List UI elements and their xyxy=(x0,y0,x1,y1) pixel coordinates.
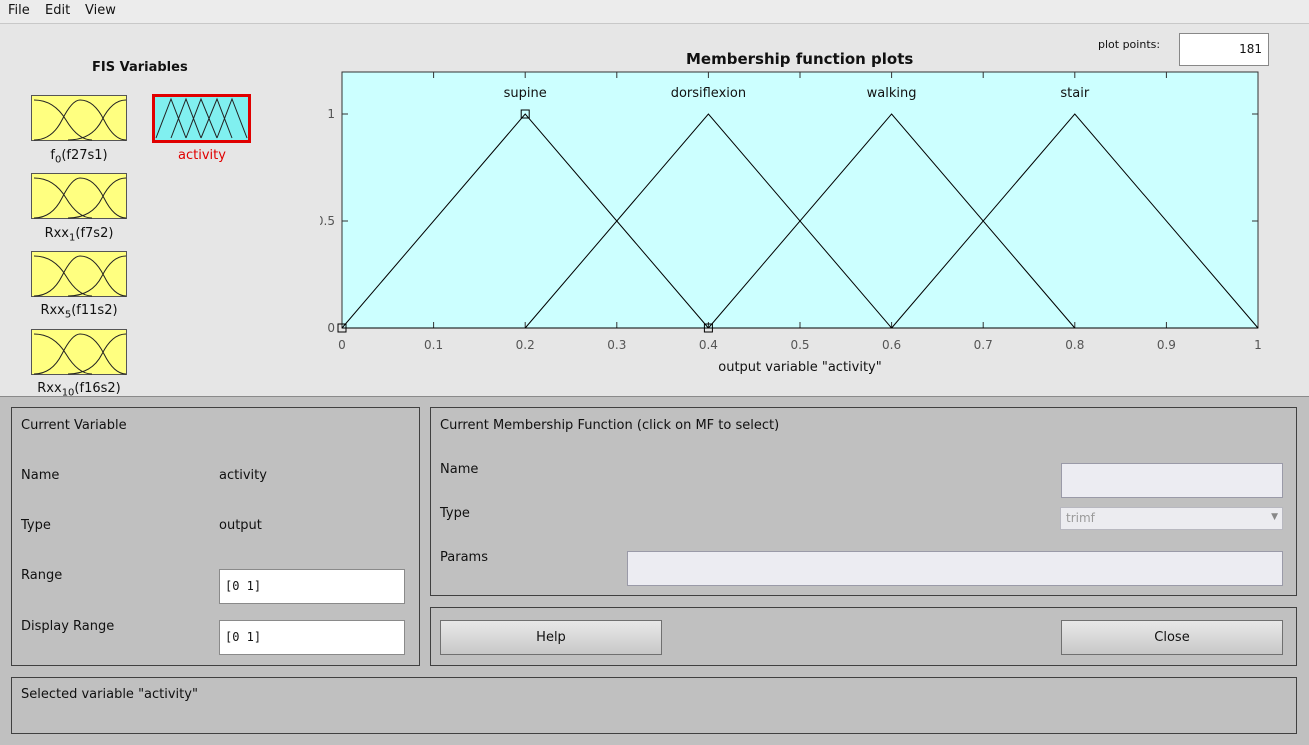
x-tick-label: 0.9 xyxy=(1157,338,1176,352)
display-range-label: Display Range xyxy=(21,619,115,634)
chevron-down-icon: ▼ xyxy=(1271,512,1278,522)
mf-label-walking[interactable]: walking xyxy=(867,86,917,101)
close-button[interactable]: Close xyxy=(1061,620,1283,655)
mf-line-supine[interactable] xyxy=(341,113,709,329)
x-tick-label: 0.8 xyxy=(1065,338,1084,352)
input-variable-label-rxx5: Rxx5(f11s2) xyxy=(40,303,118,321)
mf-type-value: trimf xyxy=(1066,511,1095,525)
menu-bar: File Edit View xyxy=(0,0,1309,24)
x-tick-label: 0.4 xyxy=(699,338,718,352)
x-tick-label: 0.5 xyxy=(790,338,809,352)
menu-file[interactable]: File xyxy=(8,3,30,18)
range-input[interactable]: [0 1] xyxy=(219,569,405,604)
help-button[interactable]: Help xyxy=(440,620,662,655)
display-range-input[interactable]: [0 1] xyxy=(219,620,405,655)
y-tick-label: 0.5 xyxy=(320,214,335,228)
x-axis-label: output variable "activity" xyxy=(718,360,881,375)
plot-points-input[interactable]: 181 xyxy=(1179,33,1269,66)
membership-function-plot[interactable]: 0 0.1 0.2 0.3 0.4 0.5 0.6 0.7 0.8 0.9 1 0 0.5 1 supine… xyxy=(320,60,1280,385)
variable-name-value: activity xyxy=(219,468,267,483)
plot-area xyxy=(341,71,1259,329)
output-variable-activity[interactable] xyxy=(152,94,251,143)
y-tick-label: 0 xyxy=(327,321,335,335)
chart-title: Membership function plots xyxy=(686,50,914,68)
mf-thumbnail-icon xyxy=(33,333,127,375)
mf-thumbnail-icon xyxy=(155,97,248,139)
menu-edit[interactable]: Edit xyxy=(45,3,71,18)
mf-thumbnail-icon xyxy=(33,177,127,219)
x-tick-label: 1 xyxy=(1254,338,1262,352)
plot-points-label: plot points: xyxy=(1098,38,1161,51)
mf-label-dorsiflexion[interactable]: dorsiflexion xyxy=(671,86,746,101)
mf-line-dorsiflexion[interactable] xyxy=(524,113,892,329)
mf-type-dropdown[interactable]: trimf ▼ xyxy=(1060,507,1283,530)
mf-params-input[interactable] xyxy=(627,551,1283,586)
mf-name-input[interactable] xyxy=(1061,463,1283,498)
mf-type-label: Type xyxy=(440,506,470,521)
variable-name-label: Name xyxy=(21,468,60,483)
mf-name-label: Name xyxy=(440,462,479,477)
variable-type-label: Type xyxy=(21,518,51,533)
current-variable-title: Current Variable xyxy=(21,418,127,433)
mf-params-label: Params xyxy=(440,550,488,565)
mf-vertex-marker[interactable] xyxy=(337,323,347,333)
status-panel xyxy=(11,677,1297,734)
status-text: Selected variable "activity" xyxy=(21,687,198,702)
menu-view[interactable]: View xyxy=(85,3,116,18)
mf-label-stair[interactable]: stair xyxy=(1060,86,1089,101)
fis-variables-title: FIS Variables xyxy=(92,60,188,75)
mf-line-stair[interactable] xyxy=(891,113,1259,329)
input-variable-rxx5[interactable] xyxy=(31,251,127,297)
input-variable-rxx10[interactable] xyxy=(31,329,127,375)
y-tick-label: 1 xyxy=(327,107,335,121)
input-variable-label-f0: f0(f27s1) xyxy=(50,148,108,166)
range-label: Range xyxy=(21,568,63,583)
x-tick-label: 0.3 xyxy=(607,338,626,352)
output-variable-label-activity: activity xyxy=(178,148,226,163)
input-variable-f0[interactable] xyxy=(31,95,127,141)
mf-line-walking[interactable] xyxy=(708,113,1076,329)
x-tick-label: 0.7 xyxy=(974,338,993,352)
x-tick-label: 0 xyxy=(338,338,346,352)
x-tick-label: 0.6 xyxy=(882,338,901,352)
mf-thumbnail-icon xyxy=(33,255,127,297)
input-variable-label-rxx10: Rxx10(f16s2) xyxy=(37,381,121,399)
current-mf-title: Current Membership Function (click on MF… xyxy=(440,418,780,433)
mf-vertex-marker[interactable] xyxy=(520,109,530,119)
x-tick-label: 0.2 xyxy=(516,338,535,352)
mf-thumbnail-icon xyxy=(33,99,127,141)
variable-type-value: output xyxy=(219,518,262,533)
x-tick-label: 0.1 xyxy=(424,338,443,352)
input-variable-rxx1[interactable] xyxy=(31,173,127,219)
mf-label-supine[interactable]: supine xyxy=(504,86,547,101)
mf-vertex-marker[interactable] xyxy=(703,323,713,333)
input-variable-label-rxx1: Rxx1(f7s2) xyxy=(44,226,114,244)
